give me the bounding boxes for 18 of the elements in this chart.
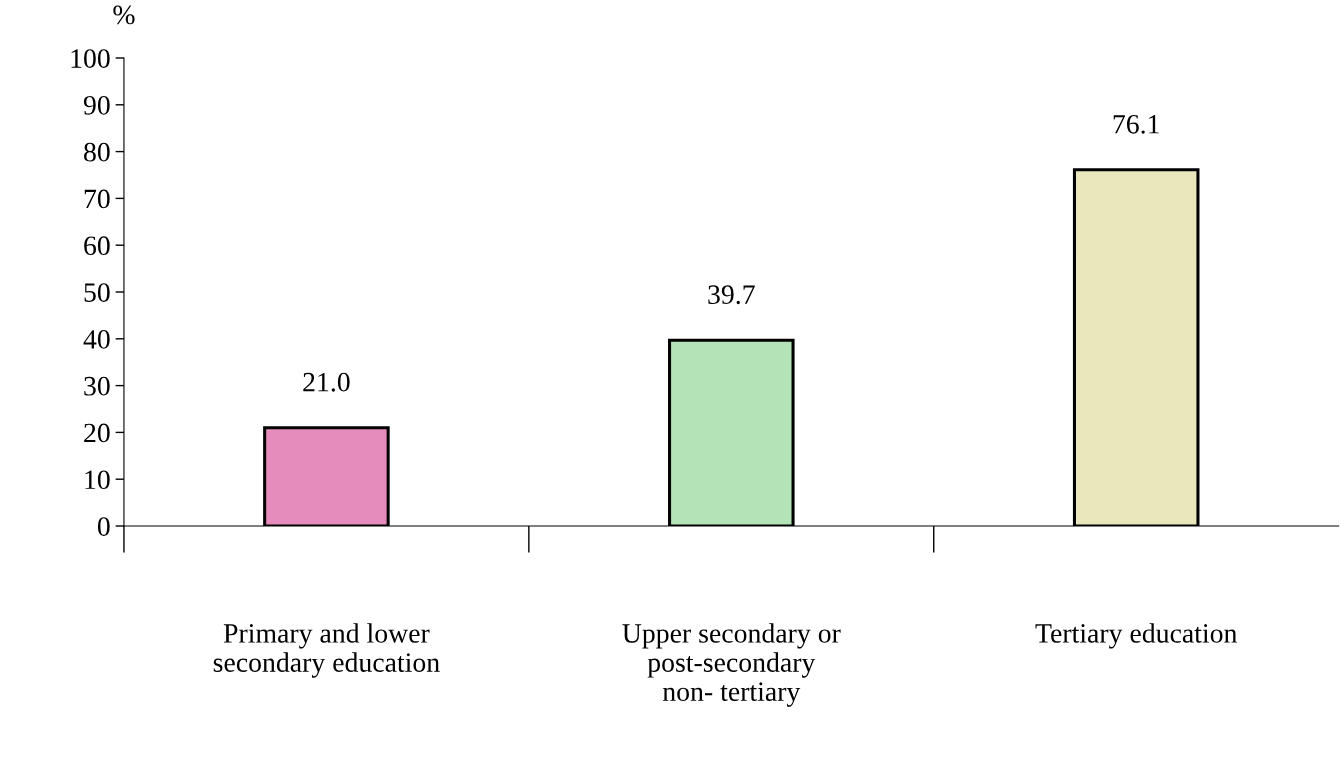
- y-tick-label: 50: [84, 283, 110, 302]
- y-tick-label: 90: [83, 95, 110, 115]
- x-tick-label: Primary and lower secondary education: [213, 623, 440, 678]
- data-label: 76.1: [1113, 114, 1159, 134]
- y-tick-label: 100: [71, 49, 110, 68]
- y-tick-label: 70: [84, 189, 110, 209]
- y-tick-label: 80: [84, 142, 110, 162]
- y-tick-label: 10: [85, 470, 110, 490]
- y-tick-label: 40: [83, 329, 110, 349]
- x-tick-label: Upper secondary or post-secondary non- tertiary: [622, 623, 841, 707]
- x-tick-label: Tertiary education: [1035, 623, 1237, 649]
- data-label: 21.0: [303, 372, 350, 392]
- y-tick-label: 0: [97, 517, 110, 536]
- y-axis-title: %: [113, 5, 135, 25]
- y-tick-label: 30: [84, 376, 110, 396]
- y-tick-label: 20: [84, 423, 110, 443]
- y-tick-label: 60: [84, 236, 110, 256]
- data-label: 39.7: [708, 285, 755, 305]
